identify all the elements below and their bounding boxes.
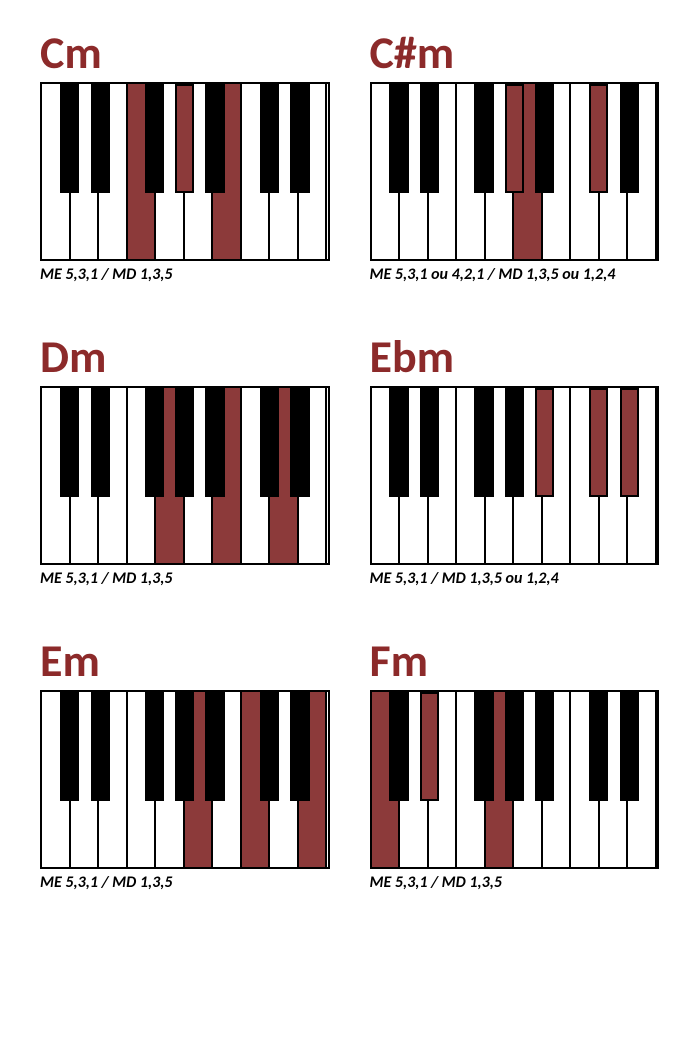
white-key	[543, 692, 572, 867]
white-key	[400, 692, 429, 867]
white-key	[486, 692, 515, 867]
white-key	[429, 692, 458, 867]
white-key	[270, 388, 299, 563]
white-key	[99, 692, 128, 867]
white-key	[128, 388, 157, 563]
piano-keyboard	[40, 386, 330, 565]
white-key	[71, 692, 100, 867]
piano-keyboard	[40, 82, 330, 261]
chord-grid: Cm ME 5,3,1 / MD 1,3,5 C#m ME 5,3,1 ou 4,2,…	[40, 30, 659, 892]
white-key	[514, 388, 543, 563]
white-key	[543, 388, 572, 563]
white-key	[600, 388, 629, 563]
fingering-caption: ME 5,3,1 / MD 1,3,5	[40, 569, 330, 588]
white-key	[128, 692, 157, 867]
white-key	[242, 388, 271, 563]
fingering-caption: ME 5,3,1 / MD 1,3,5	[370, 873, 660, 892]
fingering-caption: ME 5,3,1 / MD 1,3,5 ou 1,2,4	[370, 569, 660, 588]
piano-keyboard	[40, 690, 330, 869]
white-key	[400, 84, 429, 259]
piano-keyboard	[370, 690, 660, 869]
white-key	[299, 84, 328, 259]
white-key	[457, 692, 486, 867]
white-key	[600, 84, 629, 259]
chord-title: C#m	[370, 30, 660, 76]
chord-title: Cm	[40, 30, 330, 76]
white-key	[571, 388, 600, 563]
white-key	[514, 692, 543, 867]
white-key	[372, 692, 401, 867]
white-key	[270, 692, 299, 867]
chord-block: C#m ME 5,3,1 ou 4,2,1 / MD 1,3,5 ou 1,2,4	[370, 30, 660, 284]
white-key	[71, 388, 100, 563]
chord-title: Dm	[40, 334, 330, 380]
white-key	[600, 692, 629, 867]
white-key	[299, 692, 328, 867]
white-key	[213, 692, 242, 867]
white-key	[185, 388, 214, 563]
fingering-caption: ME 5,3,1 / MD 1,3,5	[40, 265, 330, 284]
white-key	[400, 388, 429, 563]
chord-block: Ebm ME 5,3,1 / MD 1,3,5 ou 1,2,4	[370, 334, 660, 588]
piano-keyboard	[370, 82, 660, 261]
white-key	[514, 84, 543, 259]
white-key	[628, 84, 657, 259]
white-key	[213, 84, 242, 259]
piano-keyboard	[370, 386, 660, 565]
white-key	[543, 84, 572, 259]
white-key	[628, 388, 657, 563]
white-key	[429, 388, 458, 563]
chord-block: Cm ME 5,3,1 / MD 1,3,5	[40, 30, 330, 284]
fingering-caption: ME 5,3,1 ou 4,2,1 / MD 1,3,5 ou 1,2,4	[370, 265, 660, 284]
white-key	[185, 84, 214, 259]
white-key	[270, 84, 299, 259]
chord-title: Em	[40, 638, 330, 684]
white-key	[486, 84, 515, 259]
white-key	[156, 692, 185, 867]
white-key	[571, 84, 600, 259]
white-key	[42, 692, 71, 867]
white-key	[99, 388, 128, 563]
white-key	[185, 692, 214, 867]
white-key	[42, 84, 71, 259]
chord-title: Ebm	[370, 334, 660, 380]
white-key	[372, 84, 401, 259]
white-key	[128, 84, 157, 259]
chord-block: Fm ME 5,3,1 / MD 1,3,5	[370, 638, 660, 892]
white-key	[242, 692, 271, 867]
white-key	[299, 388, 328, 563]
chord-block: Em ME 5,3,1 / MD 1,3,5	[40, 638, 330, 892]
white-key	[429, 84, 458, 259]
chord-block: Dm ME 5,3,1 / MD 1,3,5	[40, 334, 330, 588]
white-key	[457, 84, 486, 259]
white-key	[156, 84, 185, 259]
white-key	[213, 388, 242, 563]
white-key	[486, 388, 515, 563]
chord-title: Fm	[370, 638, 660, 684]
white-key	[571, 692, 600, 867]
fingering-caption: ME 5,3,1 / MD 1,3,5	[40, 873, 330, 892]
white-key	[372, 388, 401, 563]
white-key	[628, 692, 657, 867]
white-key	[156, 388, 185, 563]
white-key	[99, 84, 128, 259]
white-key	[457, 388, 486, 563]
white-key	[71, 84, 100, 259]
white-key	[42, 388, 71, 563]
white-key	[242, 84, 271, 259]
